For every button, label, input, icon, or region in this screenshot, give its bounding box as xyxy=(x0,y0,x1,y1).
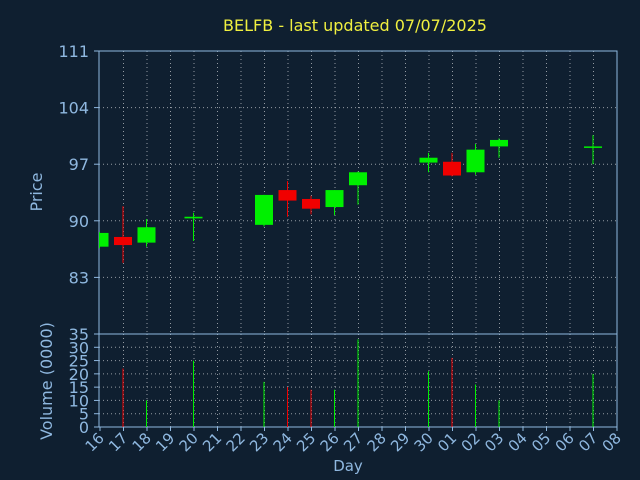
chart-title: BELFB - last updated 07/07/2025 xyxy=(223,16,487,35)
candle-body xyxy=(466,149,485,173)
volume-tick-label: 35 xyxy=(69,325,89,344)
volume-tick-label: 15 xyxy=(69,378,89,397)
x-axis-label: Day xyxy=(333,457,363,475)
price-tick-label: 97 xyxy=(69,155,89,174)
candle-body xyxy=(490,139,508,147)
candle-body xyxy=(255,194,273,225)
price-tick-label: 83 xyxy=(69,268,89,287)
candle-body xyxy=(137,227,156,243)
volume-tick-label: 10 xyxy=(69,391,89,410)
candle-body xyxy=(584,146,602,148)
price-axis-label: Price xyxy=(27,172,46,211)
candle-body xyxy=(114,236,132,246)
volume-tick-label: 0 xyxy=(79,418,89,437)
volume-tick-label: 20 xyxy=(69,365,89,384)
price-tick-label: 104 xyxy=(58,99,89,118)
volume-series xyxy=(122,339,594,427)
candle-body xyxy=(278,190,297,201)
volume-axis-label: Volume (0000) xyxy=(37,322,56,440)
volume-tick-label: 30 xyxy=(69,338,89,357)
volume-tick-label: 25 xyxy=(69,352,89,371)
x-axis: 1617181920212223242526272829300102030405… xyxy=(82,427,625,455)
candle-body xyxy=(184,216,203,219)
candle-body xyxy=(100,232,109,247)
price-tick-label: 111 xyxy=(58,42,89,61)
candlestick-series xyxy=(99,135,602,263)
candle-body xyxy=(325,190,344,208)
price-tick-label: 90 xyxy=(69,212,89,231)
candle-body xyxy=(302,198,320,209)
candle-body xyxy=(349,172,367,186)
candle-body xyxy=(443,161,461,176)
candle-body xyxy=(419,157,438,163)
volume-tick-label: 5 xyxy=(79,405,89,424)
price-axis: 111 104 97 90 83 xyxy=(58,42,99,287)
